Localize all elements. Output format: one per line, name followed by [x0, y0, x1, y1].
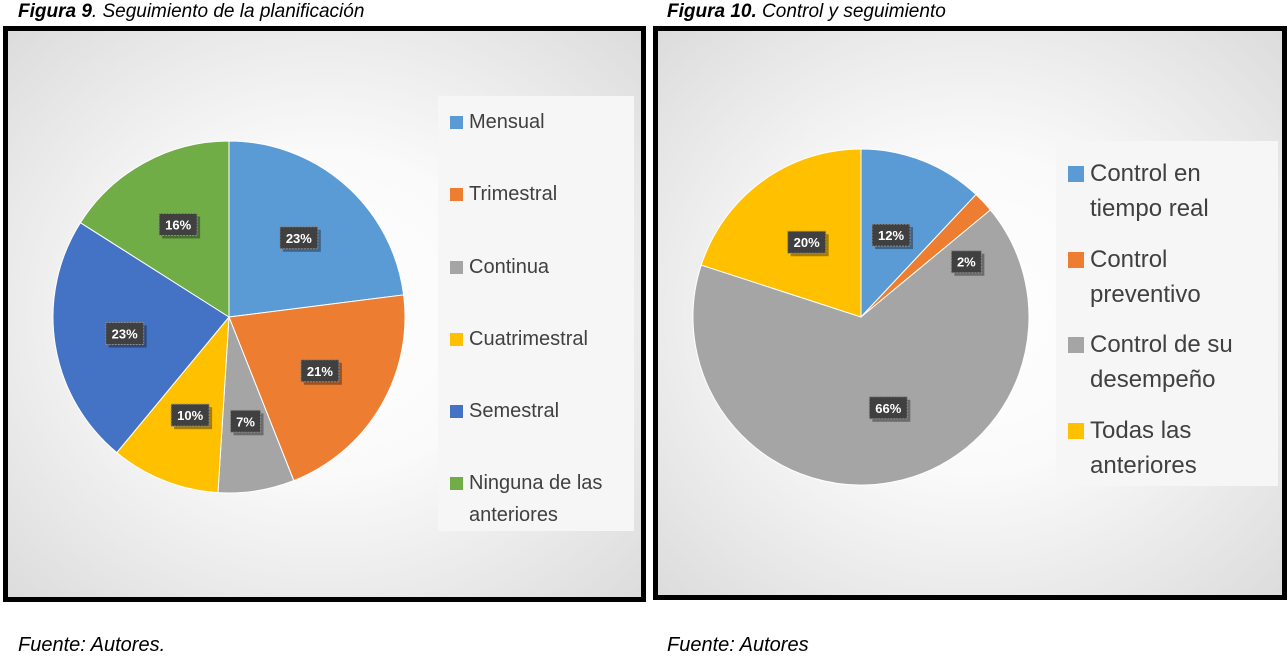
legend-swatch-control-en-tiempo-real: [1068, 166, 1084, 182]
legend-item-todas-las-anteriores: Todas las anteriores: [1056, 413, 1278, 483]
pie-slice-trimestral: [228, 294, 406, 482]
pie-slice-control-en-tiempo-real: [860, 148, 977, 319]
data-label-trimestral: 21%: [300, 359, 342, 385]
svg-text:66%: 66%: [875, 401, 901, 416]
legend-label: Trimestral: [469, 183, 558, 205]
legend-label: Control de su desempeño: [1090, 331, 1233, 393]
legend-item-control-en-tiempo-real: Control en tiempo real: [1056, 156, 1278, 226]
svg-text:21%: 21%: [307, 364, 333, 379]
pie-slice-todas-las-anteriores: [700, 148, 862, 318]
svg-text:12%: 12%: [878, 228, 904, 243]
legend-swatch-semestral: [450, 405, 463, 418]
data-label-control-en-tiempo-real: 12%: [871, 223, 914, 250]
legend-swatch-cuatrimestral: [450, 333, 463, 346]
svg-text:7%: 7%: [236, 414, 255, 429]
data-label-mensual: 23%: [279, 226, 321, 252]
svg-text:20%: 20%: [794, 235, 820, 250]
legend-label: Continua: [469, 256, 550, 278]
legend-item-cuatrimestral: Cuatrimestral: [438, 323, 634, 355]
figure-9-source: Fuente: Autores.: [18, 634, 166, 656]
legend-item-control-preventivo: Control preventivo: [1056, 242, 1278, 312]
pie-chart-figure-9: 23% 21% 7% 10% 23% 16%: [52, 140, 406, 494]
data-label-control-preventivo: 2%: [950, 250, 985, 276]
legend-swatch-control-de-su-desempeno: [1068, 337, 1084, 353]
svg-text:16%: 16%: [165, 217, 191, 232]
data-labels: 23% 21% 7% 10% 23% 16%: [105, 212, 342, 436]
figure-9-caption: Figura 9. Seguimiento de la planificació…: [18, 0, 364, 26]
legend-swatch-todas-las-anteriores: [1068, 423, 1084, 439]
legend-label: Todas las anteriores: [1090, 417, 1197, 479]
legend-item-semestral: Semestral: [438, 395, 634, 427]
figure-10-source: Fuente: Autores: [667, 634, 809, 656]
legend-item-continua: Continua: [438, 251, 634, 283]
legend-figure-10: Control en tiempo real Control preventivo…: [1056, 141, 1278, 486]
data-label-cuatrimestral: 10%: [170, 403, 213, 430]
figure-10-caption: Figura 10. Control y seguimiento: [667, 0, 946, 26]
figure-9-title: . Seguimiento de la planificación: [91, 1, 365, 22]
data-label-continua: 7%: [230, 409, 264, 436]
chart-frame-figure-10: 12% 2% 66% 20% Control en tiempo real Contro…: [653, 26, 1287, 600]
legend-swatch-mensual: [450, 116, 463, 129]
legend-label: Semestral: [469, 400, 560, 422]
figure-10-title: Control y seguimiento: [756, 1, 946, 22]
legend-swatch-continua: [450, 261, 463, 274]
legend-swatch-trimestral: [450, 188, 463, 201]
legend-swatch-control-preventivo: [1068, 252, 1084, 268]
legend-item-control-de-su-desempeno: Control de su desempeño: [1056, 327, 1278, 397]
pie-slice-ninguna-de-las-anteriores: [79, 140, 230, 318]
legend-item-mensual: Mensual: [438, 106, 634, 138]
legend-label: Cuatrimestral: [469, 328, 588, 350]
data-label-ninguna-de-las-anteriores: 16%: [158, 212, 201, 239]
legend-label: Control en tiempo real: [1090, 160, 1209, 222]
svg-text:23%: 23%: [286, 231, 312, 246]
svg-text:2%: 2%: [957, 255, 976, 270]
legend-figure-9: Mensual Trimestral Continua Cuatrimestral Se…: [438, 96, 634, 531]
legend-item-trimestral: Trimestral: [438, 178, 634, 210]
data-label-control-de-su-desempeno: 66%: [868, 396, 911, 422]
legend-swatch-ninguna-de-las-anteriores: [450, 477, 463, 490]
chart-frame-figure-9: 23% 21% 7% 10% 23% 16% Mensual Trimestral Conti…: [3, 26, 646, 602]
data-label-semestral: 23%: [105, 322, 147, 348]
legend-label: Ninguna de las anteriores: [469, 472, 603, 526]
figure-9-number: Figura 9: [18, 1, 92, 22]
data-labels: 12% 2% 66% 20%: [787, 223, 985, 422]
pie-slice-control-de-su-desempeno: [692, 209, 1030, 486]
svg-text:10%: 10%: [177, 408, 203, 423]
legend-item-ninguna-de-las-anteriores: Ninguna de las anteriores: [438, 467, 634, 531]
data-label-todas-las-anteriores: 20%: [787, 230, 829, 257]
svg-text:23%: 23%: [112, 327, 138, 342]
legend-label: Control preventivo: [1090, 246, 1201, 308]
figure-10-number: Figura 10.: [667, 1, 757, 22]
pie-chart-figure-10: 12% 2% 66% 20%: [692, 148, 1030, 486]
legend-label: Mensual: [469, 111, 545, 133]
